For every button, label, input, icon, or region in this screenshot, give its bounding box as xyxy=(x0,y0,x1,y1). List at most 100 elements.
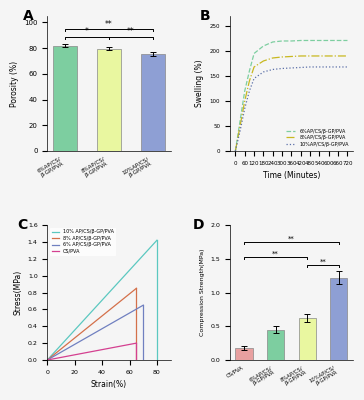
Legend: 10% AP/CS/β-GP/PVA, 8% AP/CS/β-GP/PVA, 6% AP/CS/β-GP/PVA, CS/PVA: 10% AP/CS/β-GP/PVA, 8% AP/CS/β-GP/PVA, 6… xyxy=(50,228,116,256)
10% AP/CS/β-GP/PVA xyxy=(46,357,50,362)
Bar xyxy=(330,278,348,360)
Y-axis label: Stress(MPa): Stress(MPa) xyxy=(13,270,22,315)
CS/PVA xyxy=(100,347,104,352)
6%AP/CS/β-GP/PVA xyxy=(261,44,266,48)
Line: 10% AP/CS/β-GP/PVA: 10% AP/CS/β-GP/PVA xyxy=(47,240,157,360)
CS/PVA xyxy=(120,343,124,348)
10% AP/CS/β-GP/PVA xyxy=(112,284,116,289)
8%AP/CS/β-GP/PVA xyxy=(238,124,242,128)
6%AP/CS/β-GP/PVA xyxy=(317,38,322,43)
CS/PVA xyxy=(98,348,102,352)
8%AP/CS/β-GP/PVA xyxy=(345,54,350,58)
Text: A: A xyxy=(23,9,33,23)
10%AP/CS/β-GP/PVA xyxy=(289,66,294,70)
6% AP/CS/β-GP/PVA xyxy=(102,325,106,330)
Bar xyxy=(298,318,316,360)
Text: **: ** xyxy=(320,259,327,265)
X-axis label: Time (Minutes): Time (Minutes) xyxy=(263,171,320,180)
Y-axis label: Swelling (%): Swelling (%) xyxy=(195,60,204,107)
10% AP/CS/β-GP/PVA xyxy=(45,358,50,362)
Text: **: ** xyxy=(288,236,295,242)
X-axis label: Strain(%): Strain(%) xyxy=(91,380,127,389)
10% AP/CS/β-GP/PVA xyxy=(110,286,115,291)
CS/PVA xyxy=(134,341,139,346)
6% AP/CS/β-GP/PVA xyxy=(46,358,50,362)
Text: B: B xyxy=(200,9,211,23)
CS/PVA xyxy=(126,342,130,347)
Bar xyxy=(267,330,284,360)
6%AP/CS/β-GP/PVA xyxy=(242,88,247,93)
8%AP/CS/β-GP/PVA xyxy=(270,56,275,60)
6%AP/CS/β-GP/PVA xyxy=(345,38,350,43)
Text: C: C xyxy=(18,218,28,232)
8%AP/CS/β-GP/PVA xyxy=(261,58,266,63)
10% AP/CS/β-GP/PVA xyxy=(155,238,159,243)
Line: 6%AP/CS/β-GP/PVA: 6%AP/CS/β-GP/PVA xyxy=(236,40,348,151)
8%AP/CS/β-GP/PVA xyxy=(298,54,303,58)
8% AP/CS/β-GP/PVA xyxy=(126,293,130,298)
6%AP/CS/β-GP/PVA xyxy=(327,38,331,43)
8% AP/CS/β-GP/PVA xyxy=(98,315,102,320)
Bar xyxy=(236,348,253,360)
Text: *: * xyxy=(85,28,89,36)
10%AP/CS/β-GP/PVA xyxy=(345,64,350,69)
10% AP/CS/β-GP/PVA xyxy=(145,249,149,254)
8% AP/CS/β-GP/PVA xyxy=(100,314,104,318)
6% AP/CS/β-GP/PVA xyxy=(45,358,50,362)
6%AP/CS/β-GP/PVA xyxy=(298,38,303,43)
8% AP/CS/β-GP/PVA xyxy=(45,358,50,362)
8%AP/CS/β-GP/PVA xyxy=(336,54,340,58)
Text: D: D xyxy=(193,218,204,232)
10% AP/CS/β-GP/PVA xyxy=(110,287,114,292)
6%AP/CS/β-GP/PVA xyxy=(233,148,238,153)
8% AP/CS/β-GP/PVA xyxy=(120,297,124,302)
Bar xyxy=(97,49,121,151)
Line: 8% AP/CS/β-GP/PVA: 8% AP/CS/β-GP/PVA xyxy=(47,288,136,360)
10%AP/CS/β-GP/PVA xyxy=(317,64,322,69)
Line: 6% AP/CS/β-GP/PVA: 6% AP/CS/β-GP/PVA xyxy=(47,305,143,360)
8%AP/CS/β-GP/PVA xyxy=(247,78,252,83)
Text: **: ** xyxy=(105,20,113,29)
Text: **: ** xyxy=(272,250,279,256)
8% AP/CS/β-GP/PVA xyxy=(134,286,139,291)
6% AP/CS/β-GP/PVA xyxy=(102,325,107,330)
10%AP/CS/β-GP/PVA xyxy=(233,148,238,153)
10%AP/CS/β-GP/PVA xyxy=(298,65,303,70)
8%AP/CS/β-GP/PVA xyxy=(327,54,331,58)
6% AP/CS/β-GP/PVA xyxy=(132,308,136,313)
Line: 8%AP/CS/β-GP/PVA: 8%AP/CS/β-GP/PVA xyxy=(236,56,348,151)
6% AP/CS/β-GP/PVA xyxy=(141,303,145,308)
Line: 10%AP/CS/β-GP/PVA: 10%AP/CS/β-GP/PVA xyxy=(236,67,348,151)
10%AP/CS/β-GP/PVA xyxy=(308,64,312,69)
6%AP/CS/β-GP/PVA xyxy=(336,38,340,43)
6%AP/CS/β-GP/PVA xyxy=(252,51,256,56)
8%AP/CS/β-GP/PVA xyxy=(252,64,256,69)
6%AP/CS/β-GP/PVA xyxy=(247,68,252,73)
8%AP/CS/β-GP/PVA xyxy=(289,54,294,59)
Y-axis label: Compression Strength(MPa): Compression Strength(MPa) xyxy=(199,249,205,336)
8%AP/CS/β-GP/PVA xyxy=(233,148,238,153)
CS/PVA xyxy=(45,358,50,362)
Legend: 6%AP/CS/β-GP/PVA, 8%AP/CS/β-GP/PVA, 10%AP/CS/β-GP/PVA: 6%AP/CS/β-GP/PVA, 8%AP/CS/β-GP/PVA, 10%A… xyxy=(284,127,351,148)
10% AP/CS/β-GP/PVA xyxy=(138,257,142,262)
6%AP/CS/β-GP/PVA xyxy=(270,40,275,44)
8% AP/CS/β-GP/PVA xyxy=(98,315,103,320)
10%AP/CS/β-GP/PVA xyxy=(327,64,331,69)
10%AP/CS/β-GP/PVA xyxy=(261,70,266,74)
6%AP/CS/β-GP/PVA xyxy=(280,38,284,43)
8%AP/CS/β-GP/PVA xyxy=(280,54,284,59)
Bar xyxy=(53,46,77,151)
8%AP/CS/β-GP/PVA xyxy=(308,54,312,58)
6% AP/CS/β-GP/PVA xyxy=(104,324,108,329)
10%AP/CS/β-GP/PVA xyxy=(336,64,340,69)
6% AP/CS/β-GP/PVA xyxy=(126,312,130,316)
Y-axis label: Porosity (%): Porosity (%) xyxy=(9,60,19,106)
10%AP/CS/β-GP/PVA xyxy=(238,128,242,133)
Line: CS/PVA: CS/PVA xyxy=(47,343,136,360)
6%AP/CS/β-GP/PVA xyxy=(238,118,242,123)
8%AP/CS/β-GP/PVA xyxy=(317,54,322,58)
10%AP/CS/β-GP/PVA xyxy=(280,66,284,71)
CS/PVA xyxy=(98,348,103,352)
8% AP/CS/β-GP/PVA xyxy=(46,357,50,362)
10%AP/CS/β-GP/PVA xyxy=(242,106,247,111)
